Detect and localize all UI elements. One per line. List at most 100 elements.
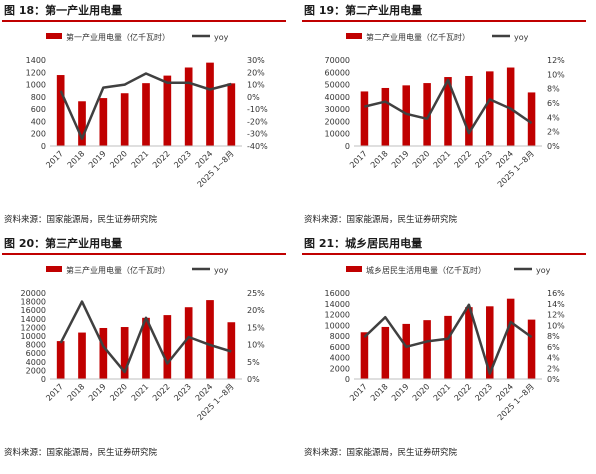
left-tick-label: 1000 [26,81,46,90]
right-tick-label: 20% [247,306,265,315]
figure-21-panel: 图 21：城乡居民用电量 城乡居民生活用电量（亿千瓦时） yoy 0 2000 4000… [302,233,592,470]
chart: 第一产业用电量（亿千瓦时） yoy 0 200 400 600 800 1000 1200 140… [26,32,268,189]
left-tick-label: 6000 [26,349,46,358]
bar [120,93,129,146]
source-note: 资料来源：国家能源局，民生证券研究院 [304,215,458,225]
bar [184,67,193,146]
left-tick-label: 50000 [325,81,350,90]
left-tick-label: 400 [31,117,46,126]
bar [56,341,65,379]
bar [381,87,390,146]
bar [402,85,410,146]
right-tick-label: 8% [547,85,560,94]
title-rule [302,253,586,255]
x-tick-label: 2018 [66,382,87,403]
left-tick-label: 40000 [325,93,350,102]
left-tick-label: 70000 [325,56,350,65]
bar [99,98,108,146]
x-tick-label: 2017 [44,149,65,170]
bar [423,83,431,146]
left-tick-label: 12000 [21,323,46,332]
bar [486,71,494,146]
left-tick-label: 6000 [330,343,350,352]
bar [78,101,86,146]
bar [381,326,390,379]
left-tick-label: 200 [31,130,46,139]
x-tick-label: 2019 [390,382,411,403]
bar [163,75,172,146]
left-tick-label: 18000 [21,298,46,307]
x-tick-label: 2020 [411,382,432,403]
left-tick-label: 1200 [26,68,46,77]
figure-title: 图 18：第一产业用电量 [4,4,123,17]
source-note: 资料来源：国家能源局，民生证券研究院 [4,215,158,225]
legend-bar-swatch [46,33,62,39]
legend-bar-label: 第二产业用电量（亿千瓦时） [366,32,470,42]
right-tick-label: -40% [247,142,268,151]
left-tick-label: 16000 [325,289,350,298]
x-tick-label: 2022 [453,149,474,170]
right-tick-label: 2% [547,128,560,137]
legend-bar-swatch [346,266,362,272]
bar [142,317,150,379]
left-tick-label: 600 [31,105,46,114]
bar [360,91,369,146]
x-tick-label: 2022 [453,382,474,403]
right-tick-label: 4% [547,354,560,363]
legend-line-label: yoy [514,33,529,42]
right-tick-label: 15% [247,323,265,332]
left-tick-label: 16000 [21,306,46,315]
bar [402,323,410,379]
x-tick-label: 2018 [369,149,390,170]
right-tick-label: 4% [547,113,560,122]
bar [506,67,515,146]
legend-bar-label: 第一产业用电量（亿千瓦时） [66,32,170,42]
bar [120,327,129,379]
left-tick-label: 14000 [21,315,46,324]
right-tick-label: 10% [547,321,565,330]
right-tick-label: 12% [547,311,565,320]
bar [486,306,494,379]
bar [527,92,536,146]
bar [206,62,214,146]
figure-title: 图 20：第三产业用电量 [4,237,123,250]
left-tick-label: 12000 [325,311,350,320]
legend-line-label: yoy [214,266,229,275]
legend-bar-swatch [346,33,362,39]
right-tick-label: 0% [247,93,260,102]
right-tick-label: -30% [247,130,268,139]
bar [56,75,65,146]
chart: 第三产业用电量（亿千瓦时） yoy 020004000600080001000012… [21,265,266,422]
figure-18-panel: 图 18：第一产业用电量 第一产业用电量（亿千瓦时） yoy 0 200 400 600 8… [2,0,292,237]
x-tick-label: 2018 [66,149,87,170]
x-tick-label: 2020 [108,382,129,403]
right-tick-label: 6% [547,343,560,352]
right-tick-label: 10% [247,341,265,350]
bar [142,83,150,146]
left-tick-label: 4000 [330,354,350,363]
bar [465,75,473,146]
yoy-line [59,300,232,374]
x-tick-label: 2023 [473,149,494,170]
yoy-line [59,72,232,140]
legend-bar-swatch [46,266,62,272]
left-tick-label: 800 [31,93,46,102]
right-tick-label: 30% [247,56,265,65]
right-tick-label: 12% [547,56,565,65]
left-tick-label: 14000 [325,300,350,309]
x-tick-label: 2020 [411,149,432,170]
right-tick-label: 0% [547,142,560,151]
title-rule [2,253,286,255]
x-tick-label: 2017 [44,382,65,403]
bar [184,307,193,379]
left-tick-label: 2000 [26,366,46,375]
bar [423,320,431,379]
left-tick-label: 20000 [21,289,46,298]
left-tick-label: 4000 [26,358,46,367]
title-rule [302,20,586,22]
bar [465,307,473,379]
legend-bar-label: 城乡居民生活用电量（亿千瓦时） [366,265,486,275]
title-rule [2,20,286,22]
x-tick-label: 2022 [151,382,172,403]
figure-19-panel: 图 19：第二产业用电量 第二产业用电量（亿千瓦时） yoy 0 10000 20000… [302,0,592,237]
